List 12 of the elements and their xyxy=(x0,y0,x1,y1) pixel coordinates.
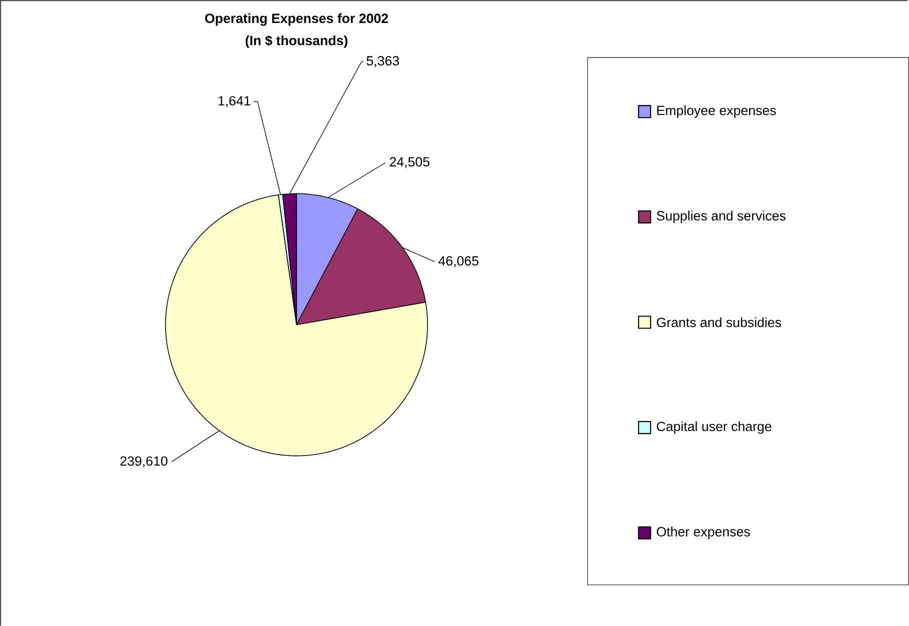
legend-label: Grants and subsidies xyxy=(656,317,782,327)
legend-label: Supplies and services xyxy=(656,210,786,223)
data-label: 239,610 xyxy=(120,456,168,468)
data-label: 24,505 xyxy=(390,156,430,168)
data-label: 5,363 xyxy=(366,56,399,67)
data-label: 1,641 xyxy=(218,96,250,107)
chart-subtitle: (In $ thousands) xyxy=(246,34,348,48)
legend-label: Capital user charge xyxy=(656,421,772,434)
data-label: 46,065 xyxy=(438,256,478,267)
chart-title: Operating Expenses for 2002 xyxy=(205,13,388,26)
legend-label: Employee expenses xyxy=(657,105,776,118)
legend-label: Other expenses xyxy=(656,526,750,539)
